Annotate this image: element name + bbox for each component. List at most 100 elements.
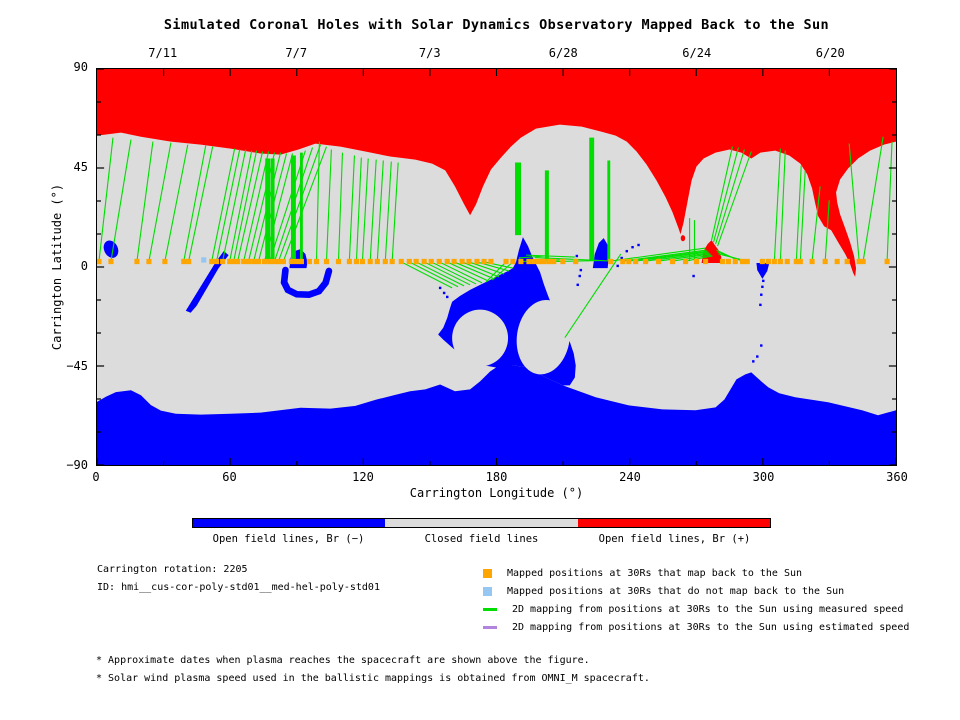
mapped-position-marker xyxy=(503,258,509,265)
mapped-position-marker xyxy=(573,258,579,265)
measured-mapping-line xyxy=(795,165,802,262)
measured-mapping-line xyxy=(315,141,320,262)
measured-mapping-line xyxy=(188,146,214,262)
field-line-colorbar xyxy=(192,518,771,528)
date-label: 6/28 xyxy=(548,46,578,60)
measured-mapping-line xyxy=(409,261,459,288)
mapped-position-marker xyxy=(744,258,750,265)
u-shaped-hole xyxy=(280,266,333,299)
wedge-below-equator xyxy=(756,263,770,279)
negative-dot xyxy=(446,295,449,299)
mapped-position-marker xyxy=(693,258,700,265)
mapped-position-marker xyxy=(256,258,262,265)
colorbar-segment-label: Closed field lines xyxy=(424,533,539,545)
mapped-position-marker xyxy=(235,258,241,265)
measured-mapping-line xyxy=(848,143,860,262)
measured-mapping-line xyxy=(183,145,207,262)
mapped-position-marker xyxy=(353,258,360,265)
mapped-position-marker xyxy=(541,258,547,265)
page-title: Simulated Coronal Holes with Solar Dynam… xyxy=(163,17,830,33)
mapped-position-marker xyxy=(246,258,252,265)
north-polar-hole xyxy=(97,69,896,277)
measured-mapping-line xyxy=(391,162,399,262)
mapped-position-marker xyxy=(732,258,738,265)
mapped-position-marker xyxy=(288,258,294,265)
measured-mapping-line xyxy=(361,158,369,262)
measured-mapping-line xyxy=(216,149,241,262)
colorbar-segment xyxy=(193,519,386,527)
measured-mapping-line xyxy=(438,261,483,284)
y-axis-title: Carrington Latitude (°) xyxy=(50,183,64,351)
footnotes: * Approximate dates when plasma reaches … xyxy=(96,652,650,688)
footnote-line: * Solar wind plasma speed used in the ba… xyxy=(96,673,650,684)
negative-dot xyxy=(760,344,763,347)
measured-mapping-line xyxy=(401,261,453,289)
measured-mapping-line xyxy=(278,144,322,262)
measured-mapping-line xyxy=(415,261,465,287)
mapped-position-marker xyxy=(518,258,524,265)
colorbar-segment xyxy=(577,519,770,527)
measured-mapping-line xyxy=(243,151,270,262)
legend-marker-swatch xyxy=(483,568,492,578)
mapped-position-marker xyxy=(884,258,890,265)
measured-mapping-line xyxy=(773,148,781,262)
mapped-position-marker xyxy=(313,258,320,265)
measured-mapping-line xyxy=(136,141,154,262)
measured-mapping-line xyxy=(672,254,712,262)
mapped-position-marker xyxy=(739,258,745,265)
measured-mapping-line xyxy=(446,261,489,282)
mapped-position-marker xyxy=(227,258,233,265)
measured-mapping-line xyxy=(248,152,276,262)
mapped-position-marker xyxy=(560,258,566,265)
mapped-position-marker xyxy=(683,258,689,265)
measured-mapping-line xyxy=(211,148,236,262)
measured-mapping-line xyxy=(325,149,332,262)
mapped-position-marker xyxy=(241,258,247,265)
measured-mapping-line xyxy=(110,139,132,262)
negative-dot xyxy=(578,274,581,278)
diagonal-streak xyxy=(185,251,229,313)
mapped-position-marker xyxy=(536,258,542,265)
measured-mapping-line xyxy=(491,261,514,281)
mapped-position-marker xyxy=(844,258,850,265)
measured-mapping-line xyxy=(269,150,306,262)
mapped-position-marker xyxy=(834,258,840,265)
mapped-position-marker xyxy=(134,258,140,265)
measured-mapping-line xyxy=(461,261,500,278)
mapped-position-marker xyxy=(444,258,450,265)
mapped-position-marker xyxy=(620,258,626,265)
mapped-position-marker xyxy=(626,258,632,265)
x-axis-title: Carrington Longitude (°) xyxy=(409,486,584,500)
mapped-position-marker xyxy=(406,258,412,265)
date-label: 6/20 xyxy=(815,46,845,60)
measured-mapping-line xyxy=(711,146,733,241)
mapped-position-marker xyxy=(546,258,552,265)
mapped-position-marker xyxy=(267,258,273,265)
colorbar-segment-label: Open field lines, Br (+) xyxy=(598,533,751,545)
y-tick-label: 0 xyxy=(80,259,88,273)
negative-dot xyxy=(637,243,640,247)
legend-marker-swatch xyxy=(483,586,492,596)
footnote-line: * Approximate dates when plasma reaches … xyxy=(96,655,590,666)
run-annotations: Carrington rotation: 2205 ID: hmi__cus-c… xyxy=(97,561,380,597)
mapped-position-marker xyxy=(359,258,365,265)
legend-item-label: Mapped positions at 30Rs that do not map… xyxy=(507,585,845,597)
mapped-position-marker xyxy=(413,258,419,265)
mapped-position-marker xyxy=(382,258,388,265)
mapped-position-marker xyxy=(428,258,434,265)
mapped-position-marker xyxy=(777,258,783,265)
measured-mapping-line xyxy=(148,142,172,262)
mapped-position-marker xyxy=(209,258,215,265)
negative-dot xyxy=(692,274,695,278)
date-label: 7/7 xyxy=(285,46,308,60)
negative-dot xyxy=(576,283,579,287)
left-edge-blob xyxy=(103,240,119,258)
measured-mapping-line xyxy=(431,261,477,285)
measured-mapping-line xyxy=(824,200,830,262)
measured-mapping-line xyxy=(518,255,545,259)
mapped-position-marker xyxy=(822,258,828,265)
mapped-position-marker xyxy=(251,258,257,265)
measured-mapping-line xyxy=(237,151,264,262)
legend-item-label: 2D mapping from positions at 30Rs to the… xyxy=(512,603,904,615)
colorbar-labels: Open field lines, Br (−) Closed field lin… xyxy=(192,533,771,545)
